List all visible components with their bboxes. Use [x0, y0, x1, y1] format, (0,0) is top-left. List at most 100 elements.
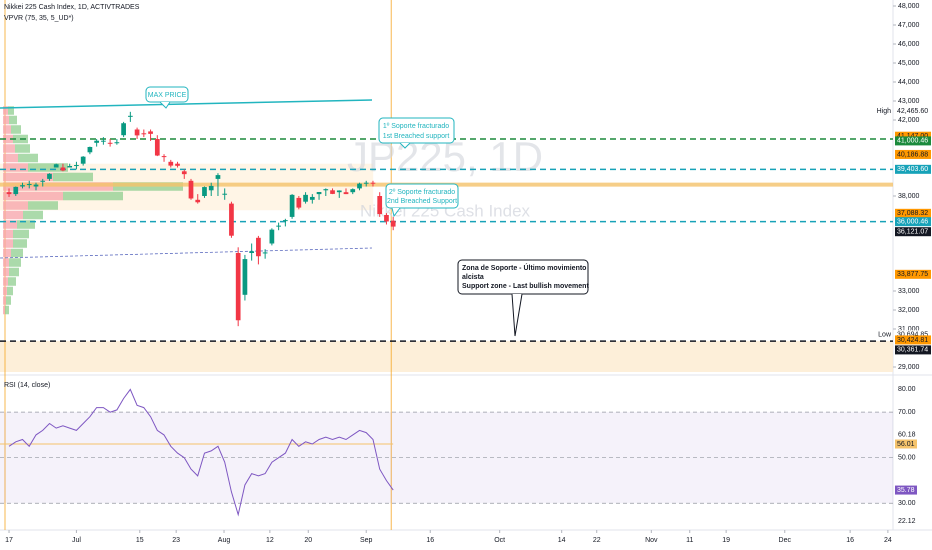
- y-tick-label: 45,000: [898, 60, 920, 67]
- price-tag-label: 37,088.32: [897, 210, 928, 217]
- candle-body: [269, 229, 275, 244]
- candle-body: [242, 259, 248, 295]
- y-tick-label: 33,000: [898, 288, 920, 295]
- candle-body: [26, 184, 32, 186]
- candle-body: [168, 161, 174, 166]
- candle-body: [40, 180, 46, 182]
- annotation-tail: [159, 101, 171, 109]
- profile-up: [6, 296, 11, 305]
- candle-body: [208, 185, 214, 191]
- y-tick-label: 47,000: [898, 22, 920, 29]
- candle-body: [229, 203, 234, 236]
- candle-body: [33, 184, 39, 187]
- profile-down: [3, 172, 53, 182]
- trend-line: [0, 247, 373, 259]
- price-tag: [895, 330, 931, 340]
- price-tag: [895, 227, 931, 237]
- profile-up: [13, 229, 29, 239]
- rsi-last-label: 35.78: [897, 487, 915, 494]
- price-tag-label: 40,186.88: [897, 151, 928, 158]
- annotation-tail: [399, 142, 411, 149]
- annotation: 2º Soporte fracturado: [389, 189, 455, 196]
- candle-body: [309, 196, 315, 200]
- x-tick-label: Aug: [218, 537, 231, 544]
- price-tag: [895, 345, 931, 355]
- indicator-label: VPVR (75, 35, 5_UD*): [4, 15, 74, 22]
- candle-body: [370, 182, 376, 184]
- profile-down: [3, 220, 17, 229]
- candle-body: [154, 139, 160, 156]
- candle-body: [343, 192, 349, 195]
- candle-body: [202, 187, 207, 196]
- x-tick-label: 23: [172, 537, 180, 544]
- x-tick-label: 15: [136, 537, 144, 544]
- candle-body: [195, 199, 201, 203]
- price-tag-prefix: High: [877, 108, 892, 115]
- profile-up: [9, 258, 21, 267]
- profile-up: [18, 153, 38, 163]
- profile-down: [3, 115, 9, 125]
- candle-body: [222, 193, 228, 195]
- candle-body: [249, 251, 255, 253]
- candle-body: [107, 142, 113, 144]
- candle-body: [53, 164, 59, 168]
- price-tag: [895, 335, 931, 345]
- candle-body: [134, 129, 140, 136]
- y-tick-label: 38,000: [898, 193, 920, 200]
- x-tick-label: 11: [686, 537, 693, 544]
- candle-body: [303, 194, 308, 202]
- chart-title: Nikkei 225 Cash Index, 1D, ACTIVTRADES: [4, 4, 140, 11]
- profile-down: [3, 163, 28, 172]
- x-tick-label: 22: [593, 537, 601, 544]
- x-tick-label: 14: [558, 537, 566, 544]
- profile-up: [53, 172, 93, 182]
- annotation-tail: [511, 293, 523, 337]
- profile-up: [9, 267, 19, 277]
- price-tag-label: 30,424.81: [897, 337, 928, 344]
- price-tag-label: 42,465.60: [897, 108, 928, 115]
- x-tick-label: Jul: [72, 537, 81, 544]
- annotation-box: [385, 183, 459, 209]
- candle-body: [148, 131, 153, 134]
- profile-down: [3, 144, 15, 153]
- profile-up: [15, 144, 30, 153]
- profile-down: [3, 239, 13, 248]
- price-tag: [895, 136, 931, 146]
- rsi-last-tag: [895, 485, 917, 495]
- candle-body: [323, 189, 329, 191]
- profile-down: [3, 229, 13, 239]
- candle-body: [13, 186, 19, 195]
- profile-up: [13, 239, 27, 248]
- profile-up: [11, 125, 21, 134]
- candle-body: [377, 196, 383, 215]
- profile-up: [9, 115, 17, 125]
- annotation: Support zone - Last bullish movement: [462, 283, 589, 290]
- x-tick-label: 17: [5, 537, 13, 544]
- profile-down: [3, 286, 7, 296]
- annotation: alcista: [462, 274, 484, 281]
- price-tag-prefix: Low: [878, 332, 892, 339]
- profile-down: [3, 153, 18, 163]
- x-tick-label: Oct: [494, 537, 505, 544]
- candle-body: [161, 156, 167, 158]
- profile-down: [3, 201, 28, 210]
- y-tick-label: 31,000: [898, 326, 920, 333]
- candle-body: [357, 183, 362, 189]
- candle-body: [296, 197, 302, 208]
- candle-body: [175, 163, 180, 166]
- candle-body: [141, 133, 147, 135]
- x-tick-label: Nov: [645, 537, 658, 544]
- candle-body: [6, 192, 12, 195]
- profile-down: [3, 248, 11, 258]
- price-tag-label: 36,121.07: [897, 229, 928, 236]
- x-tick-label: 19: [722, 537, 730, 544]
- profile-up: [8, 106, 14, 115]
- candle-body: [350, 189, 356, 193]
- rsi-tick-label: 22.12: [898, 518, 916, 525]
- profile-down: [3, 125, 11, 134]
- candle-body: [20, 185, 25, 187]
- candle-body: [47, 173, 52, 179]
- profile-down: [3, 134, 13, 144]
- profile-up: [17, 220, 35, 229]
